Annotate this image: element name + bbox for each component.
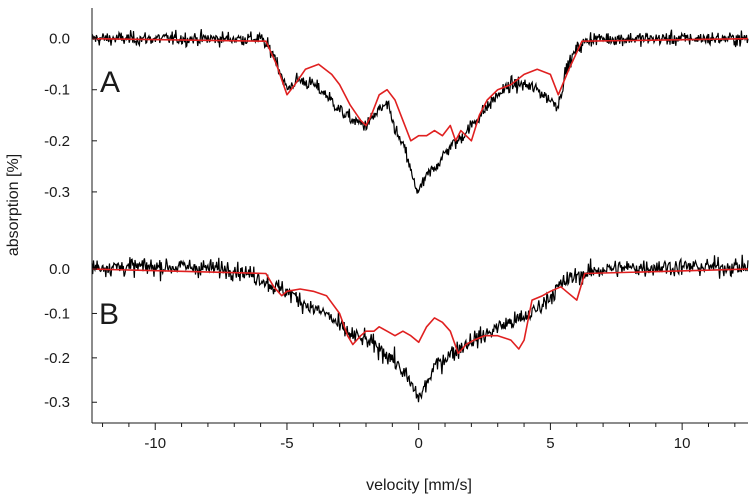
y-tick-label: -0.3	[44, 394, 70, 411]
panel-b	[91, 254, 749, 403]
fit-curve-b	[91, 268, 749, 355]
x-tick-label: -5	[280, 435, 293, 452]
x-tick-label: 0	[415, 435, 423, 452]
x-tick-label: 10	[674, 435, 691, 452]
y-axis: 0.0 -0.1 -0.2 -0.3 0.0 -0.1 -0.2 -0.3	[44, 8, 97, 423]
measured-spectrum-b	[91, 254, 749, 403]
y-axis-title: absorption [%]	[5, 154, 22, 256]
y-tick-label: -0.3	[44, 184, 70, 201]
fit-curve-a	[91, 37, 749, 142]
y-tick-label: 0.0	[49, 31, 70, 48]
y-tick-label: -0.1	[44, 305, 70, 322]
x-tick-label: 5	[546, 435, 554, 452]
x-axis: -10 -5 0 5 10	[92, 422, 748, 452]
y-tick-label: -0.2	[44, 350, 70, 367]
x-axis-title: velocity [mm/s]	[366, 477, 472, 494]
y-tick-label: -0.2	[44, 133, 70, 150]
y-tick-label: -0.1	[44, 82, 70, 99]
panel-label-b: B	[99, 298, 119, 331]
y-tick-label: 0.0	[49, 261, 70, 278]
panel-label-a: A	[100, 66, 120, 99]
x-tick-label: -10	[144, 435, 166, 452]
measured-spectrum-a	[91, 29, 749, 194]
panel-a	[91, 29, 749, 194]
